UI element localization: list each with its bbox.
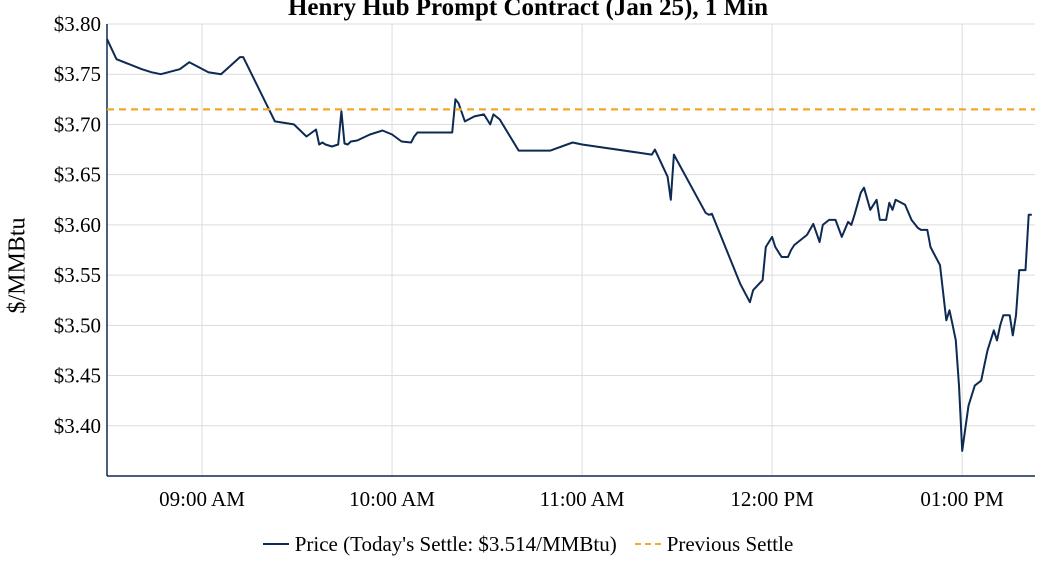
legend-label-price: Price (Today's Settle: $3.514/MMBtu): [294, 531, 617, 556]
y-tick-label: $3.80: [54, 12, 101, 36]
y-tick-label: $3.70: [54, 112, 101, 136]
legend-swatch-previous-settle: [634, 543, 661, 545]
x-tick-label: 12:00 PM: [730, 487, 814, 511]
legend-item-previous-settle[interactable]: Previous Settle: [634, 531, 794, 557]
legend-label-previous-settle: Previous Settle: [666, 531, 794, 556]
series-line-price: [106, 38, 1032, 452]
y-tick-label: $3.50: [54, 313, 101, 337]
x-tick-label: 01:00 PM: [920, 487, 1004, 511]
y-tick-label: $3.40: [54, 414, 101, 438]
y-tick-label: $3.55: [54, 263, 101, 287]
y-tick-label: $3.75: [54, 62, 101, 86]
legend: Price (Today's Settle: $3.514/MMBtu) Pre…: [0, 530, 1056, 558]
y-tick-label: $3.60: [54, 213, 101, 237]
legend-swatch-price: [262, 543, 289, 545]
chart-title: Henry Hub Prompt Contract (Jan 25), 1 Mi…: [287, 0, 769, 21]
y-tick-label: $3.45: [54, 364, 101, 388]
x-tick-label: 09:00 AM: [159, 487, 245, 511]
x-tick-label: 10:00 AM: [349, 487, 435, 511]
y-tick-label: $3.65: [54, 163, 101, 187]
legend-item-price[interactable]: Price (Today's Settle: $3.514/MMBtu): [262, 531, 617, 557]
x-tick-label: 11:00 AM: [540, 487, 625, 511]
